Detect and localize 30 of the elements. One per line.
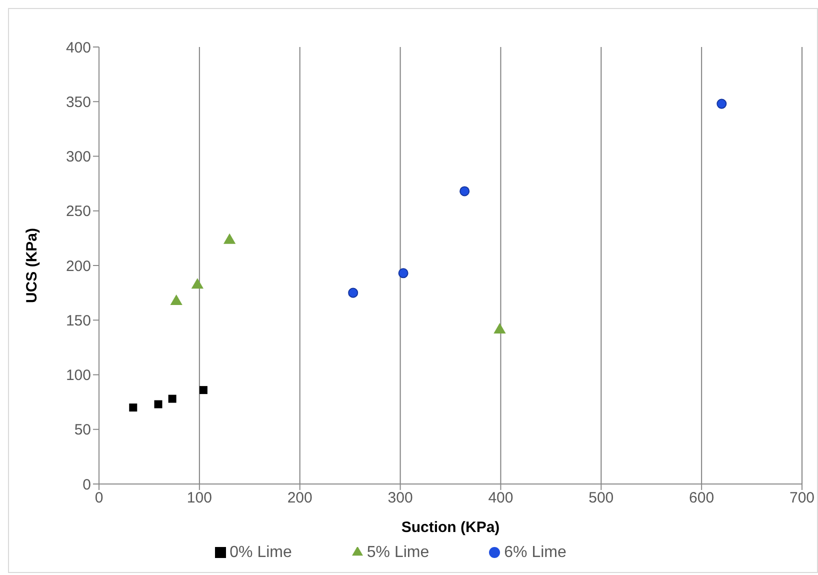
point <box>348 288 358 298</box>
x-tick-label: 600 <box>689 490 714 507</box>
x-tick-label: 100 <box>186 490 212 507</box>
legend-label: 0% Lime <box>230 544 292 561</box>
y-tick-label: 50 <box>74 422 91 439</box>
y-tick-label: 0 <box>82 476 91 494</box>
point <box>460 186 470 196</box>
x-tick-label: 700 <box>789 490 815 507</box>
x-tick-label: 500 <box>588 490 614 507</box>
y-axis-title: UCS (KPa) <box>23 228 40 304</box>
point <box>398 268 408 278</box>
point <box>129 404 138 412</box>
legend-label: 5% Lime <box>366 544 430 561</box>
y-tick-label: 250 <box>66 203 91 220</box>
x-tick-label: 200 <box>287 490 312 507</box>
point <box>199 386 208 394</box>
y-tick-label: 400 <box>66 39 91 56</box>
y-tick-label: 300 <box>66 148 91 166</box>
x-axis-title: Suction (KPa) <box>401 519 500 536</box>
x-tick-label: 0 <box>94 490 104 507</box>
point <box>716 98 727 109</box>
y-tick-label: 350 <box>66 94 91 111</box>
point <box>154 400 162 408</box>
x-tick-label: 400 <box>488 490 514 507</box>
y-tick-label: 100 <box>66 367 91 384</box>
point <box>168 394 176 403</box>
x-tick-label: 300 <box>388 490 413 507</box>
y-tick-label: 200 <box>66 258 91 275</box>
legend-label: 6% Lime <box>504 544 566 561</box>
y-tick-label: 150 <box>66 312 91 330</box>
